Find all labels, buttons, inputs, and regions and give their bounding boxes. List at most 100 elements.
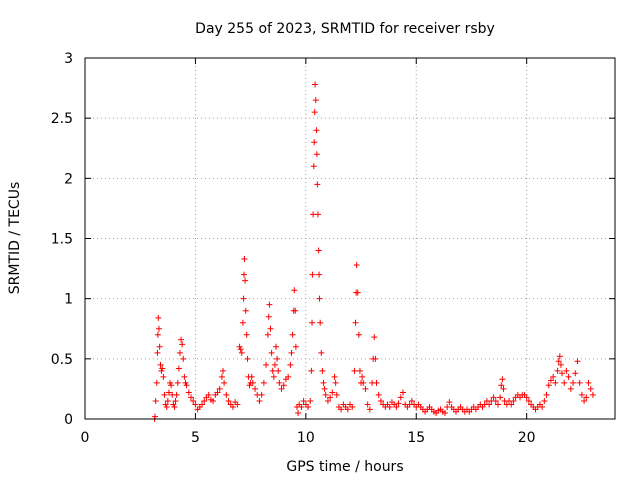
data-point (305, 403, 312, 410)
data-point (320, 379, 327, 386)
data-point (585, 379, 592, 386)
data-point (214, 389, 221, 396)
chart-title: Day 255 of 2023, SRMTID for receiver rsb… (195, 21, 495, 37)
data-point (239, 319, 246, 326)
data-point (315, 247, 322, 254)
data-point (173, 391, 180, 398)
x-tick-label: 10 (297, 430, 315, 446)
data-point (510, 397, 517, 404)
data-point (274, 355, 281, 362)
data-point (318, 349, 325, 356)
data-point (523, 394, 530, 401)
data-point (159, 365, 166, 372)
data-point (541, 397, 548, 404)
data-point (161, 391, 168, 398)
data-point (156, 343, 163, 350)
data-point (273, 343, 280, 350)
data-point (441, 409, 448, 416)
data-point (351, 367, 358, 374)
data-point (331, 373, 338, 380)
data-point (248, 373, 255, 380)
data-point (165, 389, 172, 396)
data-point (333, 391, 340, 398)
data-point (332, 379, 339, 386)
data-point (240, 295, 247, 302)
data-point (201, 397, 208, 404)
data-point (268, 349, 275, 356)
data-point (354, 289, 361, 296)
data-point (329, 389, 336, 396)
data-point (366, 406, 373, 413)
data-point (539, 403, 546, 410)
data-point (242, 277, 249, 284)
data-point (314, 181, 321, 188)
x-tick-label: 0 (81, 430, 90, 446)
data-point (241, 255, 248, 262)
data-point (311, 139, 318, 146)
data-point (287, 361, 294, 368)
data-point (266, 301, 273, 308)
data-point (492, 397, 499, 404)
data-point (188, 394, 194, 401)
data-point (563, 367, 570, 374)
data-point (486, 401, 493, 408)
data-point (199, 401, 206, 408)
data-point (174, 379, 181, 386)
data-point (494, 401, 501, 408)
data-point (583, 394, 590, 401)
data-point (225, 397, 232, 404)
data-point (263, 361, 270, 368)
x-tick-label: 5 (191, 430, 200, 446)
data-point (309, 319, 316, 326)
x-axis: 0 5 10 15 20 (81, 58, 536, 446)
data-point (547, 377, 554, 384)
data-point (267, 325, 274, 332)
data-point (295, 409, 302, 416)
data-point (270, 373, 277, 380)
data-point (291, 287, 298, 294)
data-point (499, 376, 506, 383)
data-point (237, 346, 244, 353)
y-axis: 0 0.5 1 1.5 2 2.5 3 (51, 51, 615, 428)
data-point (372, 355, 379, 362)
data-point (446, 399, 453, 406)
data-point (312, 97, 319, 104)
data-point (289, 331, 296, 338)
data-point (377, 397, 384, 404)
data-point (397, 394, 404, 401)
data-point (316, 295, 323, 302)
data-point (242, 307, 249, 314)
data-point (244, 355, 251, 362)
data-point (543, 391, 550, 398)
data-point (157, 361, 164, 368)
data-point (408, 397, 415, 404)
data-point (292, 343, 299, 350)
y-tick-label: 1 (64, 292, 73, 308)
data-point (276, 379, 283, 386)
y-axis-label: SRMTID / TECUs (7, 182, 23, 295)
data-point (298, 403, 305, 410)
data-point (352, 319, 359, 326)
data-point (319, 367, 326, 374)
data-point (307, 397, 314, 404)
data-point (309, 271, 316, 278)
data-point (393, 403, 400, 410)
data-point (164, 397, 171, 404)
data-point (238, 349, 245, 356)
x-axis-label: GPS time / hours (286, 459, 403, 475)
data-point (349, 403, 356, 410)
data-point (576, 379, 583, 386)
data-point (555, 358, 562, 365)
data-point (344, 406, 351, 413)
data-point (589, 391, 596, 398)
data-point (572, 370, 579, 377)
data-point (264, 331, 271, 338)
data-point (525, 397, 532, 404)
data-point (356, 367, 363, 374)
data-point (552, 379, 559, 386)
data-point (359, 373, 366, 380)
data-point (280, 382, 287, 389)
data-point (308, 367, 315, 374)
data-point (574, 358, 581, 365)
grid-lines (85, 58, 615, 419)
